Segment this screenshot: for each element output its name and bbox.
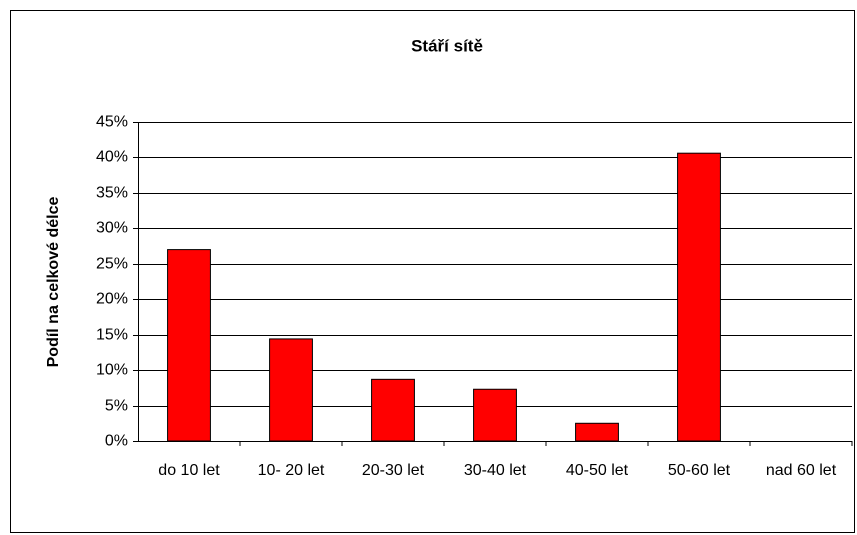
x-tick-label: 40-50 let (566, 462, 629, 479)
chart-border (10, 10, 855, 533)
y-tick-label: 15% (96, 327, 128, 344)
y-tick-label: 10% (96, 362, 128, 379)
y-tick-label: 35% (96, 185, 128, 202)
x-tick-label: do 10 let (158, 462, 220, 479)
y-tick-label: 5% (105, 398, 128, 415)
bar (473, 388, 517, 442)
y-tick-label: 20% (96, 291, 128, 308)
y-tick-label: 25% (96, 256, 128, 273)
y-tick-label: 0% (105, 433, 128, 450)
bar (269, 338, 313, 442)
bar (575, 422, 619, 442)
y-tick-label: 40% (96, 149, 128, 166)
bar (167, 249, 211, 442)
x-tick-label: 20-30 let (362, 462, 425, 479)
x-tick-label: 50-60 let (668, 462, 731, 479)
chart-title: Stáří sítě (411, 36, 483, 55)
bar (677, 152, 721, 442)
bar (371, 378, 415, 442)
x-tick-label: nad 60 let (766, 462, 837, 479)
x-tick-label: 10- 20 let (258, 462, 325, 479)
y-axis-label: Podíl na celkové délce (45, 197, 62, 368)
y-tick-label: 30% (96, 220, 128, 237)
x-tick-label: 30-40 let (464, 462, 527, 479)
y-tick-label: 45% (96, 114, 128, 131)
